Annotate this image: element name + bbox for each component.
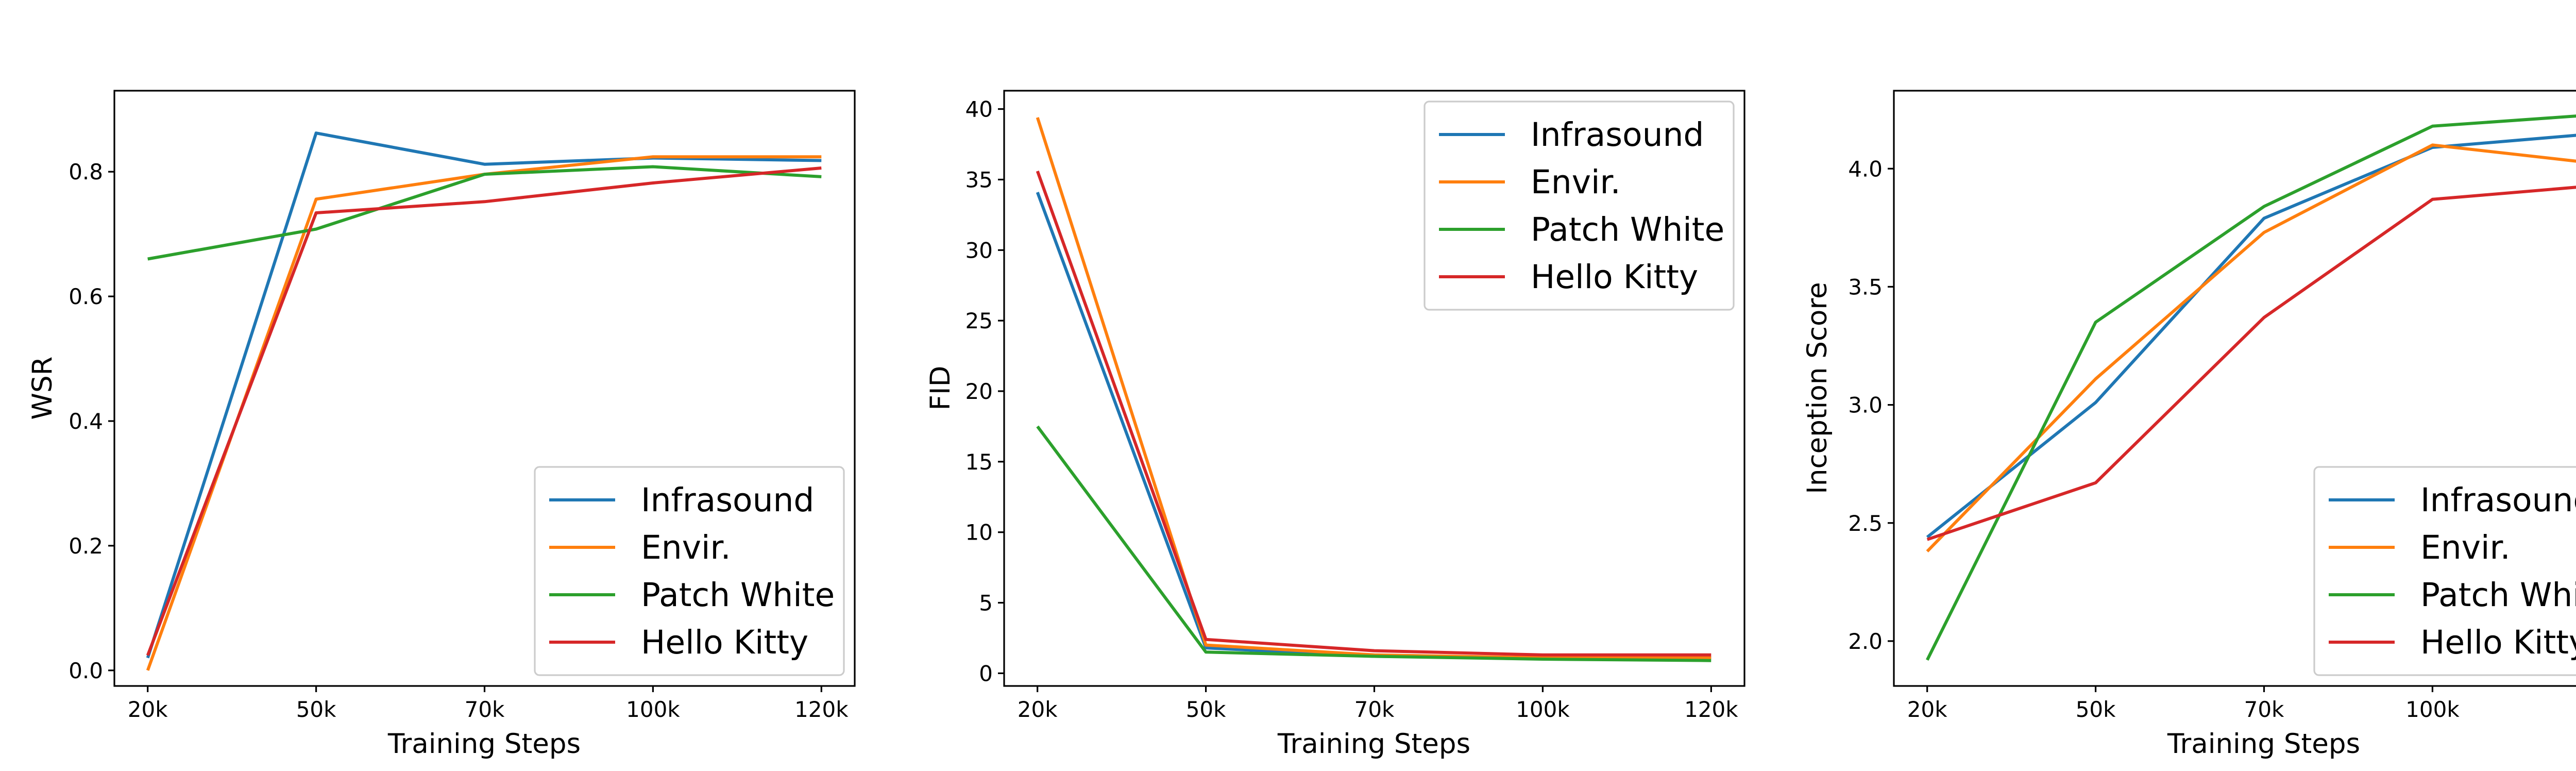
inception-score-y-axis-label: Inception Score	[1802, 282, 1833, 494]
wsr-y-tick-label: 0.4	[69, 409, 103, 434]
fid-y-tick-label: 20	[965, 379, 993, 404]
wsr-legend-label-envir: Envir.	[641, 529, 731, 566]
inception-score-legend-frame	[2313, 466, 2576, 676]
fid-series-line-patch-white	[1036, 425, 1711, 662]
fid-x-tick-label: 20k	[1018, 697, 1058, 722]
inception-score-series-line-hello-kitty	[1926, 186, 2576, 541]
fid-legend-label-hello-kitty: Hello Kitty	[1531, 258, 1698, 296]
inception-score-x-tick-label: 20k	[1907, 697, 1947, 722]
wsr-series-layer	[146, 131, 822, 671]
fid-y-axis-label: FID	[925, 366, 956, 411]
inception-score-legend-label-patch-white: Patch White	[2420, 576, 2576, 614]
fid-legend: Infrasound Envir. Patch White Hello Kitty	[1423, 100, 1735, 311]
wsr-legend: Infrasound Envir. Patch White Hello Kitty	[534, 466, 845, 676]
fid-y-tick-label: 5	[979, 591, 993, 616]
inception-score-x-tick-label: 120k	[2574, 697, 2576, 722]
fid-y-axis-ticks: 0 5 10 15 20 25 30 35 40	[965, 97, 1004, 686]
wsr-y-tick-label: 0.8	[69, 159, 103, 185]
fid-legend-label-patch-white: Patch White	[1531, 211, 1724, 248]
inception-score-series-line-patch-white	[1926, 114, 2576, 661]
inception-score-x-axis-label: Training Steps	[2167, 728, 2360, 760]
wsr-x-axis-label: Training Steps	[387, 728, 581, 760]
fid-legend-frame	[1423, 100, 1735, 311]
inception-score-y-tick-label: 3.0	[1848, 393, 1883, 418]
wsr-legend-label-hello-kitty: Hello Kitty	[641, 624, 808, 661]
fid-legend-label-infrasound: Infrasound	[1531, 116, 1704, 154]
inception-score-y-tick-label: 4.0	[1848, 156, 1883, 181]
fid-x-tick-label: 120k	[1684, 697, 1738, 722]
fid-y-tick-label: 0	[979, 661, 993, 686]
wsr-series-line-infrasound	[146, 131, 822, 659]
wsr-x-tick-label: 70k	[465, 697, 505, 722]
fid-y-tick-label: 25	[965, 308, 993, 333]
wsr-chart-panel: 0.0 0.2 0.4 0.6 0.8 20k 50k 70k 100k 120k Traini…	[27, 90, 856, 760]
inception-score-x-tick-label: 50k	[2076, 697, 2116, 722]
wsr-legend-frame	[534, 466, 845, 676]
fid-x-tick-label: 50k	[1186, 697, 1226, 722]
fid-y-tick-label: 35	[965, 167, 993, 192]
fid-chart-panel: 0 5 10 15 20 25 30 35 40 20k 50k 70k 100k 120k Train…	[925, 90, 1745, 760]
inception-score-x-tick-label: 100k	[2405, 697, 2460, 722]
inception-score-legend-label-hello-kitty: Hello Kitty	[2420, 624, 2576, 661]
inception-score-x-tick-label: 70k	[2244, 697, 2284, 722]
wsr-y-tick-label: 0.0	[69, 658, 103, 683]
fid-y-tick-label: 40	[965, 97, 993, 122]
fid-series-line-hello-kitty	[1036, 170, 1711, 657]
fid-x-axis-ticks: 20k 50k 70k 100k 120k	[1018, 686, 1738, 722]
wsr-y-axis-ticks: 0.0 0.2 0.4 0.6 0.8	[69, 159, 114, 683]
inception-score-y-axis-ticks: 2.0 2.5 3.0 3.5 4.0	[1848, 156, 1894, 654]
wsr-y-axis-label: WSR	[27, 357, 58, 420]
wsr-series-line-patch-white	[147, 165, 822, 261]
fid-y-tick-label: 15	[965, 449, 993, 475]
wsr-y-tick-label: 0.2	[69, 533, 103, 559]
inception-score-legend-label-envir: Envir.	[2420, 529, 2511, 566]
wsr-x-tick-label: 120k	[794, 697, 849, 722]
fid-x-tick-label: 70k	[1354, 697, 1395, 722]
wsr-series-line-hello-kitty	[146, 166, 822, 656]
inception-score-y-tick-label: 2.5	[1848, 511, 1883, 536]
fid-legend-label-envir: Envir.	[1531, 163, 1621, 201]
wsr-x-tick-label: 50k	[296, 697, 336, 722]
fid-y-tick-label: 10	[965, 520, 993, 545]
inception-score-legend-label-infrasound: Infrasound	[2420, 481, 2576, 519]
inception-score-series-line-infrasound	[1926, 133, 2576, 539]
wsr-x-tick-label: 20k	[128, 697, 168, 722]
inception-score-x-axis-ticks: 20k 50k 70k 100k 120k	[1907, 686, 2576, 722]
inception-score-series-layer	[1926, 114, 2576, 661]
fid-series-layer	[1036, 117, 1711, 662]
inception-score-chart-panel: 2.0 2.5 3.0 3.5 4.0 20k 50k 70k 100k 120k Traini…	[1802, 90, 2576, 760]
wsr-y-tick-label: 0.6	[69, 284, 103, 309]
wsr-x-axis-ticks: 20k 50k 70k 100k 120k	[128, 686, 849, 722]
fid-y-tick-label: 30	[965, 238, 993, 263]
wsr-legend-label-patch-white: Patch White	[641, 576, 835, 614]
wsr-x-tick-label: 100k	[626, 697, 680, 722]
inception-score-y-tick-label: 2.0	[1848, 629, 1883, 654]
fid-x-tick-label: 100k	[1516, 697, 1570, 722]
wsr-legend-label-infrasound: Infrasound	[641, 481, 814, 519]
inception-score-y-tick-label: 3.5	[1848, 274, 1883, 299]
inception-score-legend: Infrasound Envir. Patch White Hello Kitty	[2313, 466, 2576, 676]
fid-x-axis-label: Training Steps	[1277, 728, 1470, 760]
